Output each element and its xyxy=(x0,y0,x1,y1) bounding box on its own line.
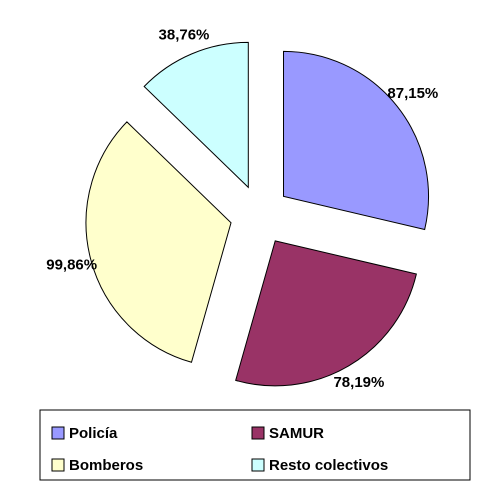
legend-swatch xyxy=(51,458,65,472)
data-label: 78,19% xyxy=(333,374,384,391)
pie-slice xyxy=(283,50,429,231)
legend-label: Bomberos xyxy=(69,457,143,474)
legend-label: Resto colectivos xyxy=(269,457,388,474)
data-label: 38,76% xyxy=(159,26,210,43)
legend-swatch xyxy=(251,426,265,440)
data-label: 99,86% xyxy=(46,257,97,274)
legend-label: SAMUR xyxy=(269,425,324,442)
data-label: 87,15% xyxy=(387,85,438,102)
legend-swatch xyxy=(51,426,65,440)
pie-slice xyxy=(235,240,417,387)
legend-swatch xyxy=(251,458,265,472)
legend-label: Policía xyxy=(69,425,118,442)
pie-slice xyxy=(143,41,249,189)
pie-slice xyxy=(85,121,232,363)
